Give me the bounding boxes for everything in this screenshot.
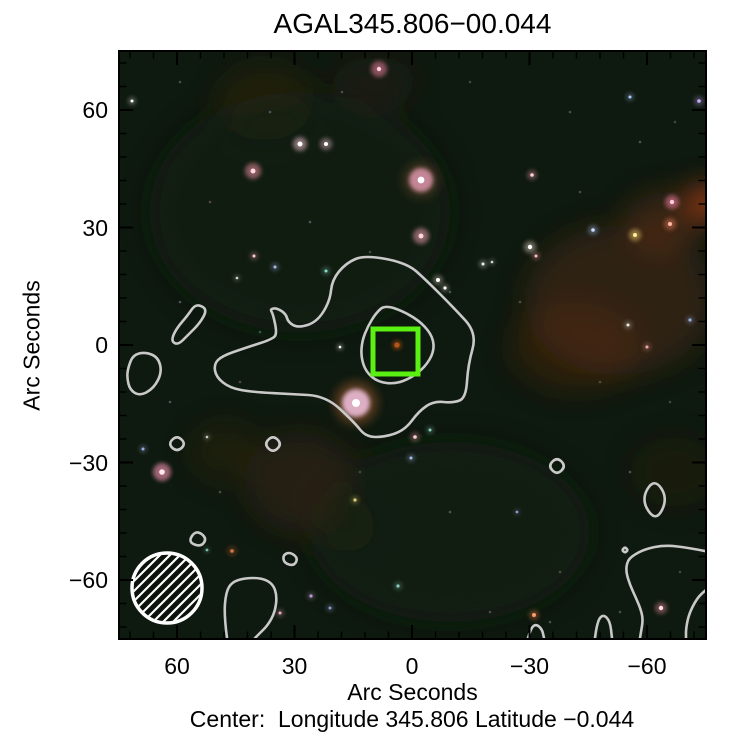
sky-plot-area	[118, 50, 707, 640]
x-tick-label: 60	[164, 653, 190, 679]
nebulosity	[150, 57, 705, 622]
y-axis-label: Arc Seconds	[18, 280, 45, 411]
dust-contours	[126, 255, 705, 638]
contour-blob-small-low	[282, 551, 298, 567]
y-tick-label: −60	[68, 567, 108, 593]
contour-outer-central	[213, 255, 476, 439]
contour-inner-central	[360, 305, 435, 385]
beam-ellipse	[130, 551, 204, 625]
center-coordinates-caption: Center: Longitude 345.806 Latitude −0.04…	[189, 706, 635, 732]
contour-diamond-above-beam	[189, 531, 207, 547]
source-dot	[394, 342, 400, 348]
y-tick-label: 30	[82, 214, 108, 241]
y-tick-label: −30	[68, 449, 108, 476]
contour-blob-left-edge	[126, 351, 162, 396]
contour-shape-near-beam	[223, 576, 278, 638]
x-tick-label: 30	[281, 653, 308, 679]
contour-arc-bottom-mid	[526, 623, 546, 638]
x-tick-label: 0	[405, 653, 419, 679]
x-tick-label: −30	[509, 653, 549, 679]
x-axis-label: Arc Seconds	[347, 679, 478, 705]
y-tick-label: 60	[82, 97, 108, 123]
plot-title: AGAL345.806−00.044	[273, 8, 552, 39]
faint-star-field	[168, 80, 682, 624]
sky-image	[120, 52, 705, 638]
tick-marks	[120, 52, 705, 638]
y-tick-label: 0	[95, 332, 108, 358]
contour-diamond-mid	[264, 435, 282, 453]
contour-bottom-right-corner	[684, 589, 705, 638]
contour-blob-left-small	[171, 304, 207, 345]
contour-bottom-right-outer	[625, 544, 705, 638]
star-field	[128, 61, 704, 620]
x-tick-label: −60	[627, 653, 667, 679]
contour-diamond-right	[548, 457, 566, 475]
contour-diamond-left	[168, 435, 186, 452]
target-marker-box	[370, 326, 421, 377]
contour-kite-right	[643, 481, 667, 518]
contour-dot-contour	[621, 546, 629, 554]
contour-arc-bottom-right	[593, 614, 614, 638]
